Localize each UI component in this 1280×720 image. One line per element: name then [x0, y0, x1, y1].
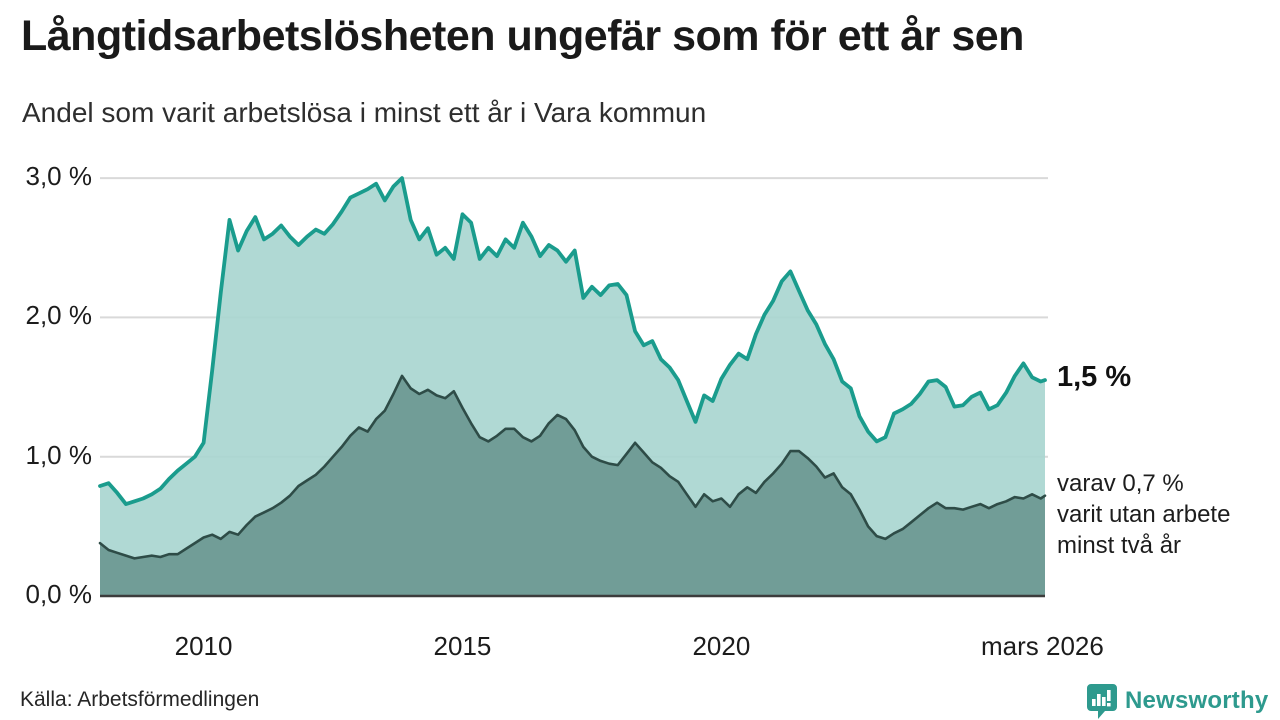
newsworthy-icon	[1087, 684, 1117, 719]
y-axis-label: 0,0 %	[25, 579, 93, 609]
secondary-annotation-line-1: varav 0,7 %	[1057, 469, 1184, 497]
secondary-annotation: varav 0,7 % varit utan arbete minst två …	[1057, 468, 1230, 561]
page-title: Långtidsarbetslösheten ungefär som för e…	[21, 12, 1024, 60]
y-axis-label: 2,0 %	[25, 300, 93, 331]
x-axis-label: 2015	[433, 631, 492, 661]
y-axis-label: 1,0 %	[25, 439, 93, 470]
y-axis-label: 3,0 %	[25, 161, 93, 192]
secondary-annotation-line-3: minst två år	[1057, 531, 1182, 559]
x-axis-label: 2020	[692, 631, 751, 661]
end-value-annotation: 1,5 %	[1057, 361, 1132, 394]
x-axis-label: 2010	[174, 631, 233, 661]
secondary-annotation-line-2: varit utan arbete	[1057, 500, 1231, 528]
x-axis-label: mars 2026	[980, 631, 1104, 661]
source-note: Källa: Arbetsförmedlingen	[20, 688, 260, 711]
page-subtitle: Andel som varit arbetslösa i minst ett å…	[22, 97, 707, 128]
brand-logo: Newsworthy	[1086, 683, 1268, 719]
brand-name: Newsworthy	[1125, 687, 1269, 714]
